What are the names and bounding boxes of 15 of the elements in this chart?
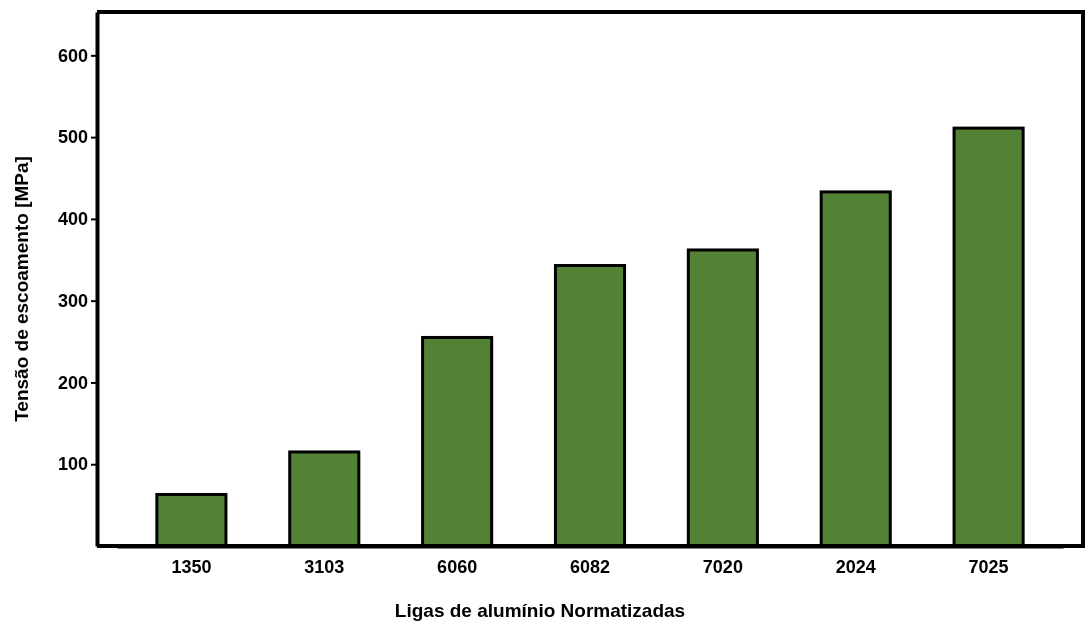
x-tick-label: 2024 <box>835 556 876 577</box>
y-tick-label: 100 <box>57 454 88 475</box>
x-tick-label: 1350 <box>171 556 212 577</box>
y-tick-label: 200 <box>57 372 88 393</box>
x-axis-title: Ligas de alumínio Normatizadas <box>394 600 686 621</box>
y-tick-label: 600 <box>57 45 88 66</box>
y-axis-title: Tensão de escoamento [MPa] <box>11 156 32 422</box>
x-tick-label: 7025 <box>968 556 1009 577</box>
y-tick-label: 300 <box>57 290 88 311</box>
x-tick-label: 3103 <box>304 556 345 577</box>
x-tick-label: 6082 <box>569 556 611 577</box>
y-tick-label: 500 <box>57 127 88 148</box>
x-tick-label: 6060 <box>437 556 478 577</box>
y-tick-label: 400 <box>57 209 88 230</box>
x-tick-label: 7020 <box>702 556 743 577</box>
